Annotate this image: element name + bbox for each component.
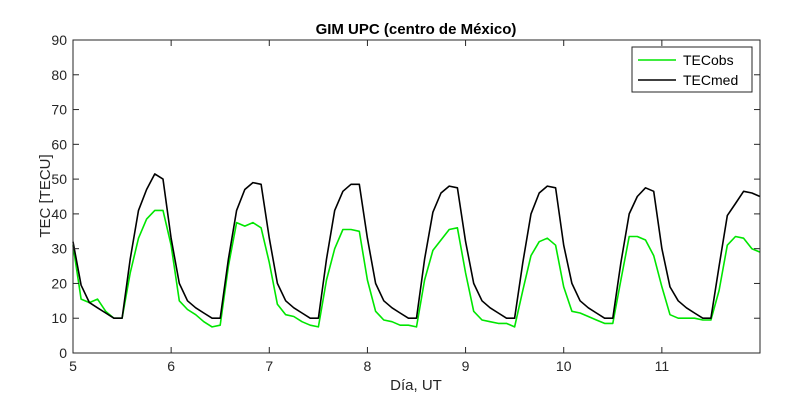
- chart-title: GIM UPC (centro de México): [316, 21, 517, 38]
- x-axis-label: Día, UT: [390, 377, 442, 394]
- x-tick-label: 11: [655, 358, 670, 374]
- axis-ticks: 5 6 7 8 9 10 11 0 10 20 30 40 50 60 70 80 90: [51, 32, 760, 374]
- y-tick-label: 10: [51, 310, 67, 326]
- series-line-tecmed: [72, 173, 761, 320]
- x-tick-label: 6: [167, 358, 175, 374]
- x-tick-label: 10: [556, 358, 572, 374]
- x-tick-label: 5: [69, 358, 77, 374]
- y-tick-label: 70: [51, 102, 67, 118]
- legend-label-tecmed: TECmed: [683, 72, 738, 88]
- y-tick-label: 0: [59, 345, 67, 361]
- y-axis-label: TEC [TECU]: [37, 154, 54, 237]
- y-tick-label: 20: [51, 275, 67, 291]
- y-tick-label: 90: [51, 32, 67, 48]
- x-tick-label: 9: [462, 358, 470, 374]
- axes-box: [72, 39, 761, 354]
- y-tick-label: 50: [51, 171, 67, 187]
- x-tick-label: 8: [364, 358, 372, 374]
- legend-label-tecobs: TECobs: [683, 52, 734, 68]
- y-tick-label: 80: [51, 67, 67, 83]
- series-lines: [72, 173, 761, 328]
- legend-box: [631, 46, 753, 93]
- x-tick-label: 7: [265, 358, 273, 374]
- legend: TECobs TECmed: [631, 46, 753, 93]
- y-tick-label: 30: [51, 241, 67, 257]
- y-tick-label: 60: [51, 136, 67, 152]
- y-tick-label: 40: [51, 206, 67, 222]
- series-line-tecobs: [72, 209, 761, 328]
